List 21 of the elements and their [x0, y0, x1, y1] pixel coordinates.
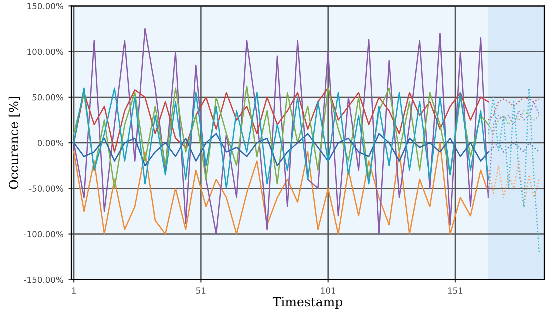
y-tick-label: -100.00%	[24, 231, 64, 238]
x-tick-label: 151	[448, 288, 463, 294]
x-tick-label: 51	[196, 288, 206, 294]
line-series	[488, 101, 540, 198]
line-series	[73, 142, 490, 235]
line-series	[73, 133, 490, 166]
y-axis-title: Occurence [%]	[8, 97, 20, 190]
y-tick-label: 150.00%	[28, 3, 64, 10]
x-axis-title: Timestamp	[272, 297, 343, 310]
line-series	[488, 88, 540, 254]
line-series	[488, 110, 540, 135]
y-tick-label: -150.00%	[24, 276, 64, 284]
y-tick-label: -50.00%	[29, 186, 64, 192]
x-tick-label: 1	[72, 288, 76, 294]
line-series	[73, 88, 490, 153]
y-tick-label: 50.00%	[32, 94, 64, 101]
x-tick-label: 101	[321, 288, 336, 294]
line-series	[73, 28, 490, 235]
y-tick-label: 100.00%	[28, 48, 64, 56]
line-series	[488, 96, 540, 121]
y-tick-label: 0.00%	[38, 140, 64, 146]
